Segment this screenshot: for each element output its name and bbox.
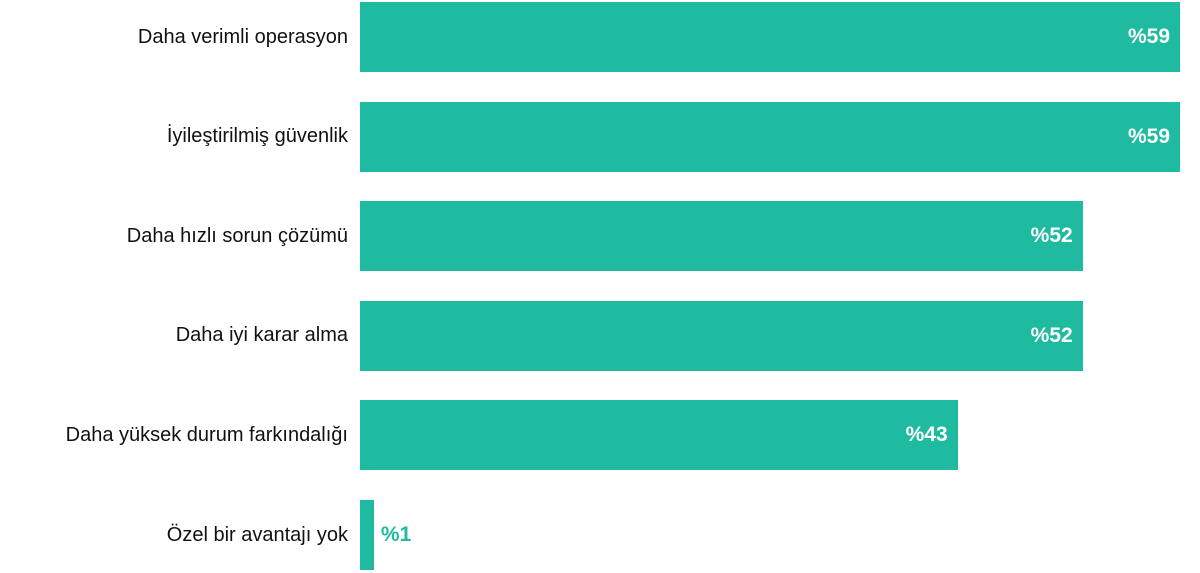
bar [360,400,958,471]
value-label: %43 [905,423,948,447]
bar [360,500,374,570]
category-label: Daha verimli operasyon [137,25,348,48]
value-label: %1 [380,523,412,546]
value-label: %59 [1127,124,1170,148]
value-label: %59 [1127,25,1170,48]
category-label: Daha hızlı sorun çözümü [126,224,348,247]
category-label: Daha yüksek durum farkındalığı [65,423,348,446]
value-label: %52 [1030,224,1073,248]
value-label: %52 [1030,323,1073,347]
bar [360,300,1083,371]
bar [360,201,1083,272]
category-label: Daha iyi karar alma [175,324,348,347]
bar [360,2,1180,72]
category-label: Özel bir avantajı yok [166,523,348,546]
bar [360,101,1180,172]
category-label: İyileştirilmiş güvenlik [166,125,348,148]
